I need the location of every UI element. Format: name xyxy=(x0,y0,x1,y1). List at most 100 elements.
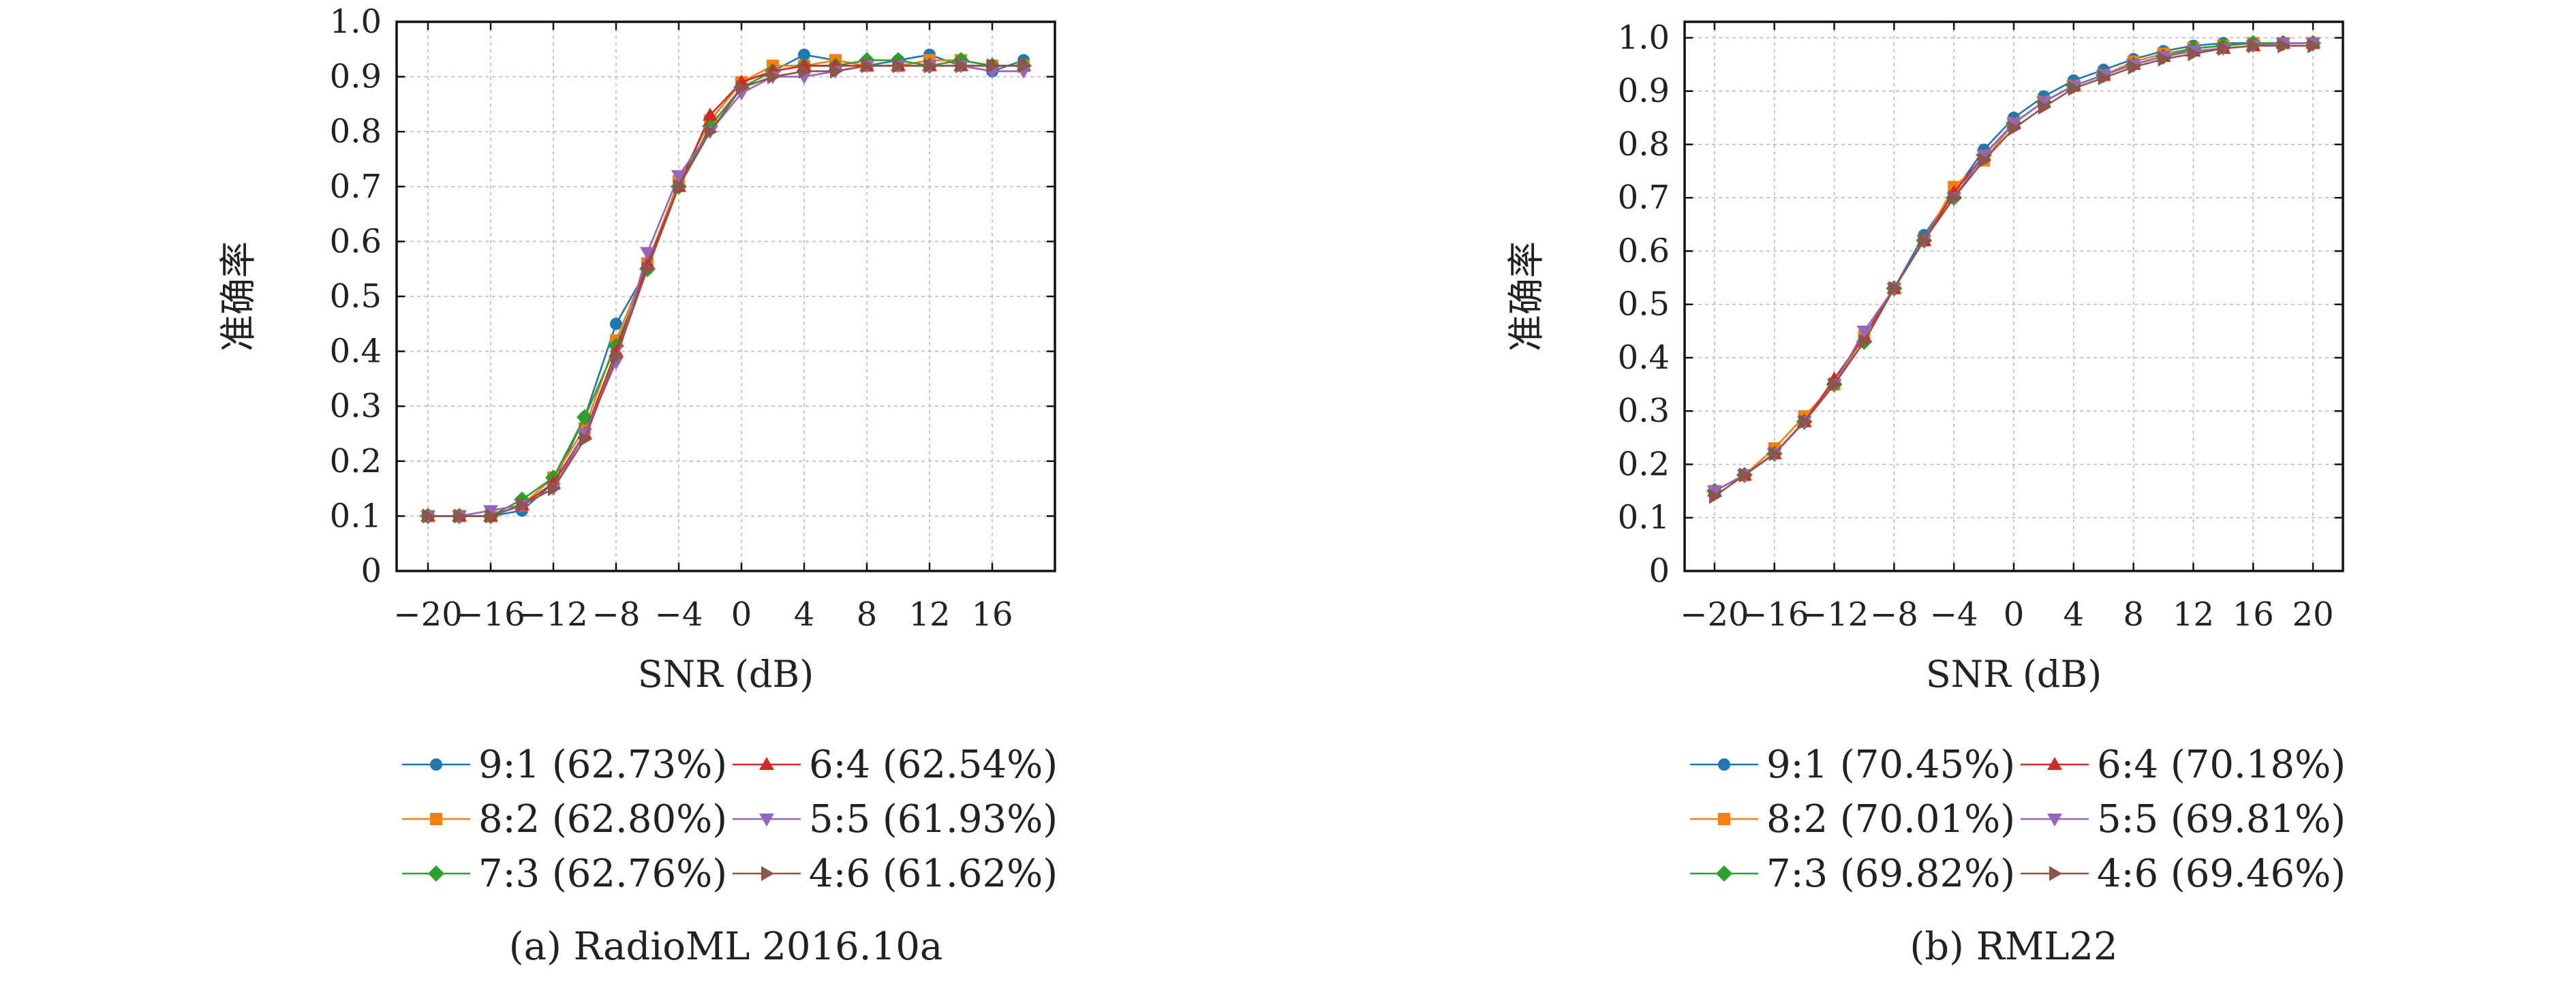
legend-label: 8:2 (70.01%) xyxy=(1766,797,2015,842)
y-tick-label: 0.3 xyxy=(1618,392,1670,430)
data-point xyxy=(2218,41,2231,57)
data-point xyxy=(1738,467,1752,483)
legend-item: 5:5 (61.93%) xyxy=(733,797,1058,842)
legend-marker xyxy=(430,813,442,825)
y-tick-label: 1.0 xyxy=(330,3,382,41)
y-tick-label: 0.3 xyxy=(330,387,382,425)
data-point xyxy=(1888,281,1902,296)
chart-rml22: −20−16−12 −8 −4 0 4 8 12 16 20 0 0.1 0.2 0.3 0.4 0.5 0.… xyxy=(1505,18,2346,969)
y-tick-label: 0.7 xyxy=(330,168,382,206)
data-point xyxy=(640,247,655,260)
x-tick-label: 4 xyxy=(794,596,815,634)
x-tick-label: −12 xyxy=(519,596,587,634)
data-point xyxy=(642,261,655,277)
y-tick-label: 0.2 xyxy=(1618,445,1670,483)
x-tick-label: −4 xyxy=(655,596,703,634)
data-point xyxy=(830,63,843,79)
data-point xyxy=(454,508,467,524)
data-point xyxy=(767,69,780,84)
x-axis-label: SNR (dB) xyxy=(1926,653,2102,696)
y-tick-label: 0.8 xyxy=(330,112,382,151)
data-point xyxy=(705,124,718,140)
legend-label: 5:5 (69.81%) xyxy=(2097,797,2346,842)
legend-label: 8:2 (62.80%) xyxy=(478,797,727,842)
legend-item: 7:3 (69.82%) xyxy=(1690,852,2015,896)
data-point xyxy=(1798,414,1812,429)
legend-item: 9:1 (70.45%) xyxy=(1690,743,2015,787)
y-tick-label: 0.9 xyxy=(1618,72,1670,110)
data-point xyxy=(1948,190,1962,206)
data-point xyxy=(610,318,622,330)
data-point xyxy=(1828,377,1842,392)
data-point xyxy=(1856,325,1872,339)
data-point xyxy=(703,108,718,121)
data-point xyxy=(2307,38,2321,54)
x-tick-label: −8 xyxy=(1870,596,1918,634)
legend: 9:1 (70.45%) 8:2 (70.01%) 7:3 (69.82%) 6:4 … xyxy=(1690,743,2346,896)
data-point xyxy=(517,497,530,513)
data-point xyxy=(1918,232,1932,248)
x-tick-label: 0 xyxy=(731,596,752,634)
legend-marker xyxy=(2049,866,2062,881)
chart-caption: (b) RML22 xyxy=(1910,925,2117,969)
x-tick-label: 12 xyxy=(908,596,950,634)
y-tick-label: 0 xyxy=(1649,552,1670,590)
x-tick-label: 4 xyxy=(2064,596,2085,634)
data-point xyxy=(2008,121,2021,136)
y-tick-label: 0.6 xyxy=(330,222,382,260)
legend-item: 8:2 (62.80%) xyxy=(402,797,727,842)
y-tick-label: 0.6 xyxy=(1618,232,1670,270)
data-point xyxy=(423,508,435,524)
legend-label: 9:1 (70.45%) xyxy=(1766,743,2015,787)
legend-label: 7:3 (62.76%) xyxy=(478,852,727,896)
data-point xyxy=(893,58,906,74)
legend-label: 4:6 (69.46%) xyxy=(2097,852,2346,896)
chart-caption: (a) RadioML 2016.10a xyxy=(509,925,942,969)
y-tick-label: 0.5 xyxy=(1618,285,1670,324)
legend-marker xyxy=(1718,758,1730,771)
x-tick-label: 16 xyxy=(2233,596,2274,634)
x-tick-label: −20 xyxy=(1680,596,1749,634)
series-6 xyxy=(1708,38,2321,504)
legend-item: 5:5 (69.81%) xyxy=(2021,797,2346,842)
data-point xyxy=(861,58,874,74)
y-tick-label: 0 xyxy=(361,552,382,590)
y-tick-label: 0.4 xyxy=(1618,339,1670,377)
y-tick-label: 0.8 xyxy=(1618,125,1670,164)
data-point xyxy=(987,58,1000,74)
data-point xyxy=(1768,446,1782,461)
data-point xyxy=(485,508,498,524)
legend-label: 5:5 (61.93%) xyxy=(809,797,1058,842)
legend-item: 8:2 (70.01%) xyxy=(1690,797,2015,842)
data-point xyxy=(2248,38,2261,54)
data-point xyxy=(1978,153,1992,168)
y-tick-label: 0.7 xyxy=(1618,179,1670,217)
x-tick-label: −20 xyxy=(393,596,462,634)
data-point xyxy=(1858,334,1872,350)
y-tick-label: 0.4 xyxy=(330,333,382,371)
legend-item: 9:1 (62.73%) xyxy=(402,743,727,787)
y-tick-label: 0.5 xyxy=(330,277,382,315)
x-tick-label: −4 xyxy=(1930,596,1978,634)
legend-marker xyxy=(430,758,442,771)
data-point xyxy=(2278,38,2291,54)
y-tick-label: 0.9 xyxy=(330,58,382,96)
data-point xyxy=(798,48,810,61)
data-point xyxy=(1018,58,1031,74)
y-tick-label: 0.1 xyxy=(1618,499,1670,537)
data-point xyxy=(955,58,968,74)
x-tick-label: 8 xyxy=(2123,596,2144,634)
legend-marker xyxy=(759,814,774,827)
y-tick-label: 1.0 xyxy=(1618,18,1670,57)
legend: 9:1 (62.73%) 8:2 (62.80%) 7:3 (62.76%) 6:4 … xyxy=(402,743,1058,896)
x-tick-label: 12 xyxy=(2173,596,2214,634)
data-point xyxy=(611,349,624,365)
x-tick-label: −12 xyxy=(1800,596,1869,634)
series-6 xyxy=(423,58,1031,524)
y-axis-label: 准确率 xyxy=(1505,241,1548,352)
data-point xyxy=(579,431,592,447)
legend-label: 7:3 (69.82%) xyxy=(1766,852,2015,896)
legend-label: 6:4 (70.18%) xyxy=(2097,743,2346,787)
data-point xyxy=(799,63,812,79)
